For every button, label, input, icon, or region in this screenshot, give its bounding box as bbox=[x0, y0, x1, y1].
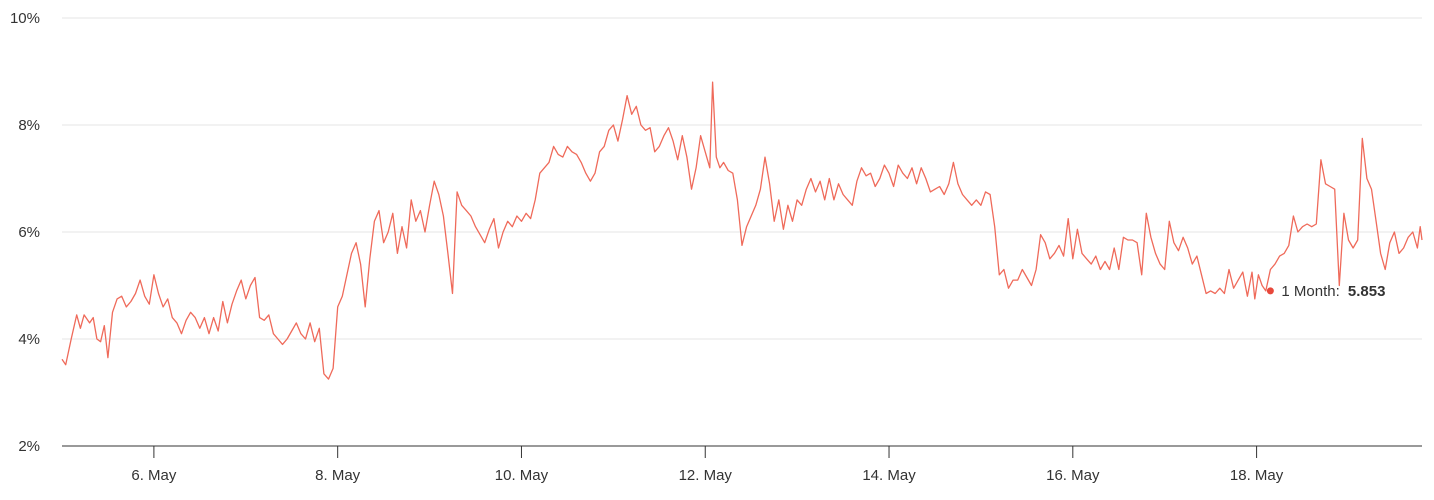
x-tick-label: 6. May bbox=[131, 467, 177, 484]
x-tick-label: 10. May bbox=[495, 467, 549, 484]
x-tick-label: 8. May bbox=[315, 467, 361, 484]
tooltip-label: 1 Month: 5.853 bbox=[1281, 283, 1385, 300]
grid bbox=[62, 17, 1422, 340]
y-tick-label: 2% bbox=[18, 438, 40, 455]
tooltip-marker bbox=[1266, 287, 1274, 295]
y-axis: 2% 4% 6% 8% 10% bbox=[10, 10, 40, 455]
tooltip: 1 Month: 5.853 bbox=[1266, 283, 1385, 300]
x-axis: 6. May 8. May 10. May 12. May 14. May 16. May… bbox=[62, 445, 1422, 484]
y-tick-label: 6% bbox=[18, 224, 40, 241]
x-tick-label: 18. May bbox=[1230, 467, 1284, 484]
series-line-0 bbox=[61, 81, 1423, 380]
y-tick-label: 10% bbox=[10, 10, 40, 27]
x-tick-label: 14. May bbox=[862, 467, 916, 484]
tooltip-value: 5.853 bbox=[1348, 283, 1386, 300]
y-tick-label: 4% bbox=[18, 331, 40, 348]
x-tick-label: 16. May bbox=[1046, 467, 1100, 484]
y-tick-label: 8% bbox=[18, 117, 40, 134]
x-tick-label: 12. May bbox=[679, 467, 733, 484]
tooltip-series-label: 1 Month: bbox=[1281, 283, 1339, 300]
series bbox=[61, 81, 1423, 380]
